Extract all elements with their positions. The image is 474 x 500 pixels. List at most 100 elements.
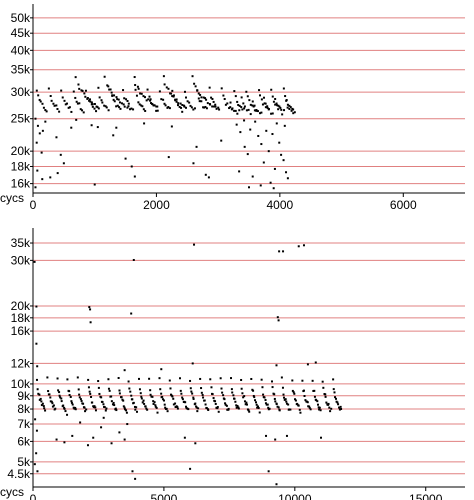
data-point	[76, 376, 79, 379]
data-point	[74, 408, 77, 411]
data-point	[257, 405, 260, 408]
data-point	[320, 436, 322, 439]
data-point	[113, 404, 116, 407]
data-point	[37, 94, 40, 97]
data-point	[38, 393, 41, 396]
data-point	[299, 411, 302, 414]
data-point	[176, 407, 179, 410]
data-point	[98, 96, 101, 99]
data-point	[234, 400, 237, 403]
data-point	[179, 389, 182, 392]
data-point	[141, 105, 144, 108]
data-point	[137, 101, 140, 104]
data-point	[259, 184, 262, 187]
data-point	[285, 400, 288, 403]
data-point	[60, 397, 63, 400]
data-point	[197, 407, 200, 410]
data-point	[183, 90, 186, 93]
data-point	[91, 105, 94, 108]
data-point	[285, 99, 288, 102]
data-point	[240, 378, 243, 381]
data-point	[204, 97, 207, 100]
data-point	[97, 107, 100, 110]
data-point	[222, 394, 225, 397]
data-point	[118, 431, 121, 434]
data-point	[68, 394, 71, 397]
data-point	[151, 103, 154, 106]
data-point	[82, 402, 85, 405]
data-point	[287, 403, 290, 406]
data-point	[78, 102, 81, 105]
x-axis-label: cycs	[0, 191, 24, 205]
data-point	[246, 95, 249, 98]
data-point	[77, 388, 80, 391]
data-point	[35, 429, 38, 432]
data-point	[55, 104, 58, 107]
data-point	[75, 118, 78, 121]
data-point	[34, 117, 37, 120]
data-point	[91, 401, 94, 404]
data-point	[275, 364, 278, 367]
data-point	[74, 76, 77, 79]
data-point	[304, 399, 307, 402]
data-point	[282, 159, 285, 162]
data-point	[41, 102, 44, 105]
data-point	[92, 436, 95, 439]
data-point	[50, 400, 53, 403]
data-point	[292, 108, 295, 111]
y-tick-label: 6k	[17, 434, 31, 448]
data-point	[41, 402, 44, 405]
data-point	[90, 101, 93, 104]
data-point	[181, 104, 184, 107]
data-point	[282, 87, 285, 90]
data-point	[111, 403, 114, 406]
data-point	[318, 406, 321, 409]
data-point	[314, 361, 317, 364]
data-point	[67, 106, 70, 109]
data-point	[338, 408, 341, 411]
data-point	[140, 397, 143, 400]
data-point	[257, 134, 260, 137]
data-point	[262, 161, 265, 164]
data-point	[56, 108, 59, 111]
data-point	[143, 122, 146, 125]
data-point	[234, 109, 237, 112]
data-point	[36, 169, 39, 172]
data-point	[214, 105, 217, 108]
data-point	[115, 96, 118, 99]
y-tick-label: 10k	[11, 377, 31, 391]
data-point	[254, 399, 257, 402]
data-point	[49, 400, 52, 403]
data-point	[261, 103, 264, 106]
data-point	[113, 94, 116, 97]
data-point	[190, 106, 193, 109]
data-point	[97, 86, 100, 89]
data-point	[60, 89, 63, 92]
data-point	[174, 99, 177, 102]
data-point	[178, 105, 181, 108]
data-point	[150, 102, 153, 105]
data-point	[153, 104, 156, 107]
data-point	[63, 407, 66, 410]
data-point	[261, 386, 264, 389]
data-point	[204, 173, 207, 176]
data-point	[125, 411, 128, 414]
data-point	[280, 153, 283, 156]
data-point	[334, 397, 337, 400]
data-point	[76, 102, 79, 105]
x-tick-label: 0	[30, 198, 37, 212]
data-point	[203, 106, 206, 109]
data-point	[297, 245, 300, 248]
data-point	[60, 400, 63, 403]
data-point	[132, 258, 135, 261]
data-point	[264, 106, 267, 109]
data-point	[245, 109, 248, 112]
data-point	[180, 106, 183, 109]
data-point	[68, 390, 71, 393]
data-point	[49, 396, 52, 399]
data-point	[291, 389, 294, 392]
data-point	[253, 109, 256, 112]
data-point	[260, 98, 263, 101]
data-point	[283, 124, 286, 127]
data-point	[115, 409, 118, 412]
